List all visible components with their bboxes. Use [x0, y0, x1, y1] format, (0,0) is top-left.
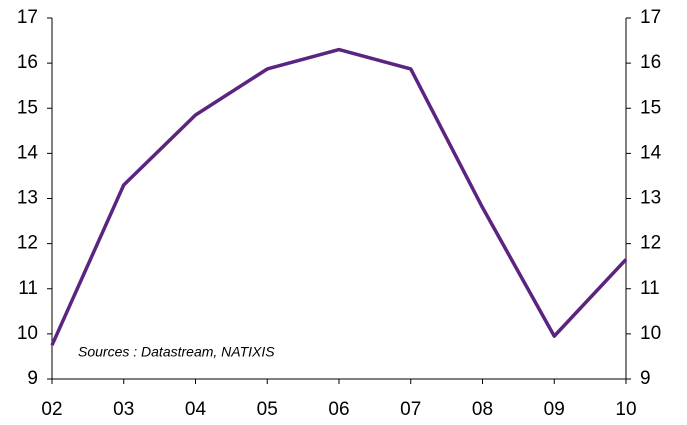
y-tick-label: 17: [17, 7, 38, 28]
annotation: Sources : Datastream, NATIXIS: [78, 344, 275, 360]
y-tick-label: 15: [17, 97, 38, 118]
line-series: [50, 47, 628, 346]
y2-tick-label: 11: [640, 278, 660, 299]
x-tick-label: 10: [615, 399, 636, 420]
y-tick-label: 9: [27, 368, 38, 389]
x-tick-label: 08: [472, 399, 493, 420]
y-tick-label: 11: [18, 278, 38, 299]
y-tick-label: 14: [17, 142, 39, 163]
x-tick-label: 06: [328, 399, 349, 420]
x-tick-label: 02: [41, 399, 62, 420]
y-tick-label: 12: [17, 233, 38, 254]
y-tick-label: 10: [17, 323, 38, 344]
y2-tick-label: 17: [640, 7, 661, 28]
y2-tick-label: 14: [640, 142, 662, 163]
x-tick-label: 07: [400, 399, 421, 420]
y2-tick-label: 15: [640, 97, 661, 118]
y-tick-label: 13: [17, 188, 38, 209]
x-tick-label: 04: [185, 399, 207, 420]
y2-tick-label: 13: [640, 188, 661, 209]
x-tick-label: 09: [544, 399, 565, 420]
x-tick-label: 05: [257, 399, 278, 420]
y2-tick-label: 12: [640, 233, 661, 254]
y2-tick-label: 10: [640, 323, 661, 344]
x-tick-label: 03: [113, 399, 134, 420]
y2-tick-label: 9: [640, 368, 651, 389]
y2-tick-label: 16: [640, 52, 661, 73]
y-tick-label: 16: [17, 52, 38, 73]
